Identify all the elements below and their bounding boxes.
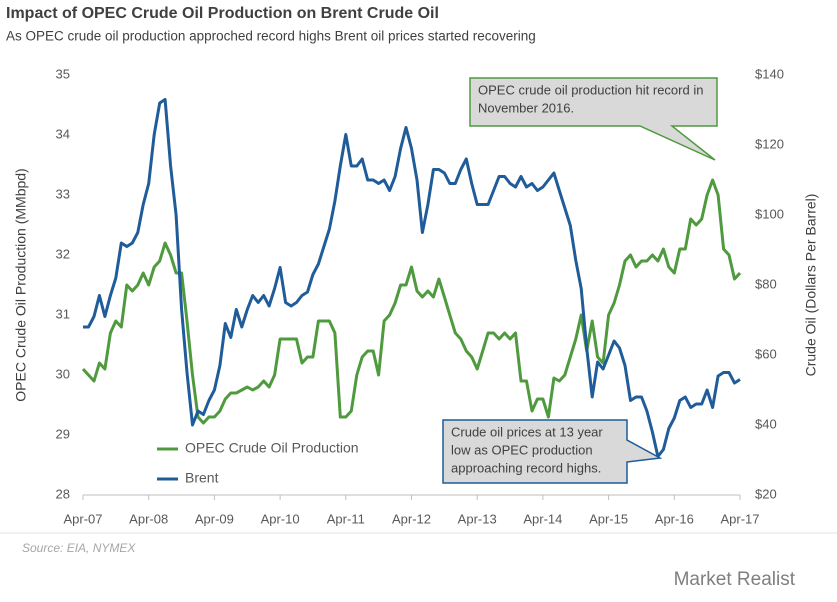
- x-tick-label: Apr-09: [195, 511, 234, 526]
- series-line: [83, 98, 741, 458]
- y-tick-label: 30: [56, 366, 70, 381]
- legend-label: Brent: [185, 470, 219, 486]
- y2-axis-label: Crude Oil (Dollars Per Barrel): [803, 194, 819, 377]
- chart-title: Impact of OPEC Crude Oil Production on B…: [6, 5, 439, 22]
- x-tick-label: Apr-08: [129, 511, 168, 526]
- y2-tick-label: $40: [755, 416, 777, 431]
- y-tick-label: 34: [56, 126, 70, 141]
- y-tick-label: 35: [56, 66, 70, 81]
- y-tick-label: 29: [56, 426, 70, 441]
- x-tick-label: Apr-15: [589, 511, 628, 526]
- x-tick-label: Apr-14: [523, 511, 562, 526]
- x-tick-label: Apr-13: [458, 511, 497, 526]
- callout-text: Crude oil prices at 13 year: [451, 424, 603, 439]
- y-tick-label: 33: [56, 186, 70, 201]
- x-tick-label: Apr-16: [655, 511, 694, 526]
- y-tick-label: 28: [56, 486, 70, 501]
- y2-tick-label: $120: [755, 136, 784, 151]
- callout-box: [442, 419, 663, 484]
- x-tick-label: Apr-17: [720, 511, 759, 526]
- chart-subtitle: As OPEC crude oil production approched r…: [6, 29, 536, 44]
- callout-text: low as OPEC production: [451, 442, 593, 457]
- callout-text: November 2016.: [478, 100, 574, 115]
- y-tick-label: 31: [56, 306, 70, 321]
- x-tick-label: Apr-10: [261, 511, 300, 526]
- y2-tick-label: $60: [755, 346, 777, 361]
- x-tick-label: Apr-11: [327, 511, 365, 526]
- legend-label: OPEC Crude Oil Production: [185, 440, 359, 456]
- y2-tick-label: $100: [755, 206, 784, 221]
- x-tick-label: Apr-12: [392, 511, 431, 526]
- y-tick-label: 32: [56, 246, 70, 261]
- callout-box: [469, 77, 718, 161]
- x-tick-label: Apr-07: [63, 511, 102, 526]
- logo: Market Realist: [674, 569, 796, 590]
- source: Source: EIA, NYMEX: [22, 541, 136, 555]
- callout-text: approaching record highs.: [451, 460, 601, 475]
- series-line: [81, 178, 742, 425]
- y2-tick-label: $20: [755, 486, 777, 501]
- callout-text: OPEC crude oil production hit record in: [478, 82, 703, 97]
- y2-tick-label: $80: [755, 276, 777, 291]
- y-axis-label: OPEC Crude Oil Production (MMbpd): [13, 168, 29, 401]
- y2-tick-label: $140: [755, 66, 784, 81]
